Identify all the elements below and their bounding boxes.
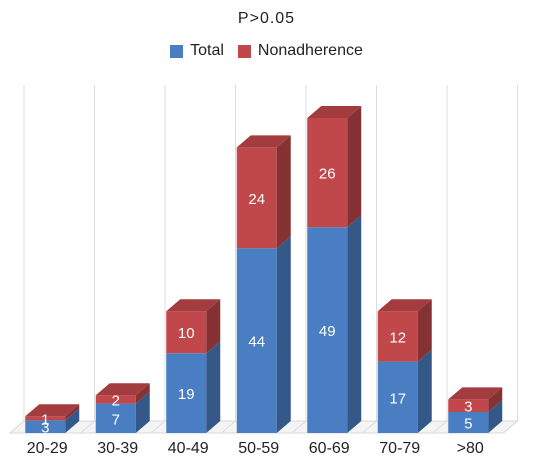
bar-side-nonadherence: [488, 387, 503, 412]
bar-side-total: [65, 408, 80, 433]
bar-side-nonadherence: [417, 299, 432, 362]
bar-total: [448, 412, 489, 433]
grid-line-floor: [503, 420, 518, 434]
bar-top-nonadherence: [236, 135, 291, 148]
bar-top-nonadherence: [307, 106, 362, 118]
grid-line-floor: [362, 420, 377, 434]
bar-side-nonadherence: [206, 299, 221, 354]
bar-top-nonadherence: [377, 299, 432, 312]
bar-total: [95, 403, 136, 433]
x-tick-label: 20-29: [27, 440, 68, 457]
data-label-total: 5: [464, 416, 472, 433]
bar-total: [166, 353, 207, 433]
data-label-total: 19: [178, 386, 195, 403]
bar-side-total: [206, 341, 221, 433]
bar-nonadherence: [25, 416, 66, 421]
legend-swatch-total: [170, 44, 184, 58]
x-tick-label: 30-39: [97, 440, 138, 457]
legend-item-total: Total: [170, 42, 224, 60]
bar-top-nonadherence: [448, 387, 503, 400]
data-label-nonadherence: 12: [389, 329, 406, 346]
data-label-nonadherence: 1: [41, 411, 49, 428]
grid-line-floor: [432, 420, 448, 434]
grid-line-floor: [80, 420, 95, 434]
bar-nonadherence: [95, 395, 136, 404]
bar-nonadherence: [236, 147, 277, 249]
data-label-nonadherence: 24: [248, 191, 265, 208]
data-label-total: 49: [319, 323, 336, 340]
legend-label-total: Total: [190, 42, 224, 59]
chart-title: P>0.05: [237, 10, 296, 27]
data-label-total: 3: [41, 420, 49, 437]
bar-side-total: [417, 349, 432, 433]
data-label-nonadherence: 3: [464, 399, 472, 416]
bar-side-total: [347, 215, 362, 433]
bar-side-nonadherence: [347, 106, 362, 228]
x-tick-label: 50-59: [238, 440, 279, 457]
bar-total: [377, 361, 418, 433]
data-label-total: 44: [248, 334, 265, 351]
bar-nonadherence: [307, 118, 348, 228]
bar-side-nonadherence: [135, 383, 150, 404]
x-tick-label: >80: [457, 440, 484, 457]
legend-item-nonadherence: Nonadherence: [237, 42, 363, 60]
data-label-nonadherence: 2: [112, 392, 120, 409]
bar-top-nonadherence: [25, 404, 80, 417]
bar-top-nonadherence: [166, 299, 221, 312]
grid-line-floor: [291, 420, 307, 434]
bar-nonadherence: [377, 311, 418, 362]
legend: Total Nonadherence: [0, 42, 533, 60]
legend-swatch-nonadherence: [237, 44, 251, 58]
bar-top-nonadherence: [95, 383, 150, 396]
legend-label-nonadherence: Nonadherence: [257, 42, 363, 59]
grid-line-floor: [9, 420, 25, 434]
bar-side-nonadherence: [65, 404, 80, 421]
bar-total: [25, 420, 66, 433]
x-tick-label: 70-79: [379, 440, 420, 457]
data-label-nonadherence: 10: [178, 325, 195, 342]
data-label-total: 7: [112, 411, 120, 428]
bar-side-total: [488, 400, 503, 433]
bar-side-total: [276, 236, 291, 433]
x-tick-label: 40-49: [168, 440, 209, 457]
x-tick-label: 60-69: [309, 440, 350, 457]
bar-nonadherence: [448, 399, 489, 412]
grid-line-floor: [150, 420, 166, 434]
bar-side-nonadherence: [276, 135, 291, 249]
bar-side-total: [135, 391, 150, 433]
data-label-total: 17: [389, 390, 406, 407]
bar-total: [236, 248, 277, 433]
bar-total: [307, 227, 348, 433]
grid-line-floor: [221, 420, 236, 434]
bar-nonadherence: [166, 311, 207, 354]
data-label-nonadherence: 26: [319, 166, 336, 183]
